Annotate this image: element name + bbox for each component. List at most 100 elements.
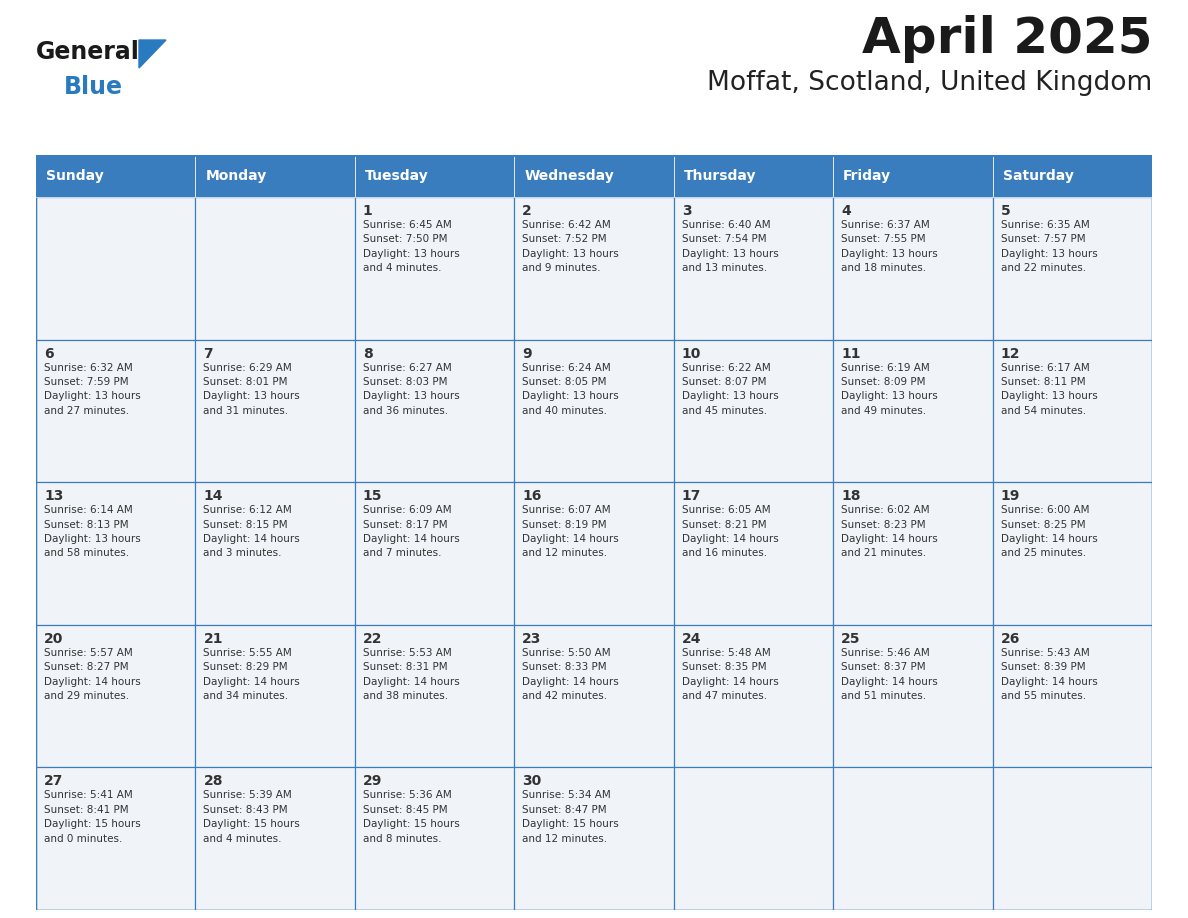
Bar bbox=[36, 155, 196, 197]
Text: Sunrise: 6:17 AM
Sunset: 8:11 PM
Daylight: 13 hours
and 54 minutes.: Sunrise: 6:17 AM Sunset: 8:11 PM Dayligh… bbox=[1000, 363, 1098, 416]
Bar bbox=[674, 197, 833, 340]
Bar bbox=[833, 625, 992, 767]
Text: Sunrise: 6:32 AM
Sunset: 7:59 PM
Daylight: 13 hours
and 27 minutes.: Sunrise: 6:32 AM Sunset: 7:59 PM Dayligh… bbox=[44, 363, 140, 416]
Text: Sunrise: 6:42 AM
Sunset: 7:52 PM
Daylight: 13 hours
and 9 minutes.: Sunrise: 6:42 AM Sunset: 7:52 PM Dayligh… bbox=[523, 220, 619, 274]
Bar bbox=[514, 625, 674, 767]
Text: April 2025: April 2025 bbox=[861, 15, 1152, 63]
Bar bbox=[196, 767, 355, 910]
Text: 7: 7 bbox=[203, 347, 213, 361]
Text: 1: 1 bbox=[362, 204, 373, 218]
Text: Sunrise: 6:27 AM
Sunset: 8:03 PM
Daylight: 13 hours
and 36 minutes.: Sunrise: 6:27 AM Sunset: 8:03 PM Dayligh… bbox=[362, 363, 460, 416]
Bar bbox=[674, 155, 833, 197]
Text: Sunrise: 6:14 AM
Sunset: 8:13 PM
Daylight: 13 hours
and 58 minutes.: Sunrise: 6:14 AM Sunset: 8:13 PM Dayligh… bbox=[44, 505, 140, 558]
Bar bbox=[514, 482, 674, 625]
Text: Sunrise: 5:55 AM
Sunset: 8:29 PM
Daylight: 14 hours
and 34 minutes.: Sunrise: 5:55 AM Sunset: 8:29 PM Dayligh… bbox=[203, 648, 301, 701]
Text: Sunrise: 5:41 AM
Sunset: 8:41 PM
Daylight: 15 hours
and 0 minutes.: Sunrise: 5:41 AM Sunset: 8:41 PM Dayligh… bbox=[44, 790, 140, 844]
Text: Sunrise: 5:46 AM
Sunset: 8:37 PM
Daylight: 14 hours
and 51 minutes.: Sunrise: 5:46 AM Sunset: 8:37 PM Dayligh… bbox=[841, 648, 937, 701]
Bar bbox=[514, 340, 674, 482]
Bar bbox=[36, 767, 196, 910]
Text: 17: 17 bbox=[682, 489, 701, 503]
Text: Sunrise: 6:22 AM
Sunset: 8:07 PM
Daylight: 13 hours
and 45 minutes.: Sunrise: 6:22 AM Sunset: 8:07 PM Dayligh… bbox=[682, 363, 778, 416]
Text: 6: 6 bbox=[44, 347, 53, 361]
Text: 15: 15 bbox=[362, 489, 383, 503]
Text: Sunrise: 6:35 AM
Sunset: 7:57 PM
Daylight: 13 hours
and 22 minutes.: Sunrise: 6:35 AM Sunset: 7:57 PM Dayligh… bbox=[1000, 220, 1098, 274]
Bar bbox=[36, 197, 196, 340]
Text: 25: 25 bbox=[841, 632, 860, 645]
Text: Sunrise: 6:19 AM
Sunset: 8:09 PM
Daylight: 13 hours
and 49 minutes.: Sunrise: 6:19 AM Sunset: 8:09 PM Dayligh… bbox=[841, 363, 937, 416]
Text: Sunrise: 5:53 AM
Sunset: 8:31 PM
Daylight: 14 hours
and 38 minutes.: Sunrise: 5:53 AM Sunset: 8:31 PM Dayligh… bbox=[362, 648, 460, 701]
Text: Sunrise: 6:37 AM
Sunset: 7:55 PM
Daylight: 13 hours
and 18 minutes.: Sunrise: 6:37 AM Sunset: 7:55 PM Dayligh… bbox=[841, 220, 937, 274]
Text: 11: 11 bbox=[841, 347, 860, 361]
Text: Sunrise: 6:07 AM
Sunset: 8:19 PM
Daylight: 14 hours
and 12 minutes.: Sunrise: 6:07 AM Sunset: 8:19 PM Dayligh… bbox=[523, 505, 619, 558]
Text: 12: 12 bbox=[1000, 347, 1020, 361]
Text: Sunrise: 6:05 AM
Sunset: 8:21 PM
Daylight: 14 hours
and 16 minutes.: Sunrise: 6:05 AM Sunset: 8:21 PM Dayligh… bbox=[682, 505, 778, 558]
Text: Sunrise: 5:34 AM
Sunset: 8:47 PM
Daylight: 15 hours
and 12 minutes.: Sunrise: 5:34 AM Sunset: 8:47 PM Dayligh… bbox=[523, 790, 619, 844]
Text: Sunrise: 6:24 AM
Sunset: 8:05 PM
Daylight: 13 hours
and 40 minutes.: Sunrise: 6:24 AM Sunset: 8:05 PM Dayligh… bbox=[523, 363, 619, 416]
Text: Friday: Friday bbox=[843, 169, 891, 183]
Bar bbox=[992, 197, 1152, 340]
Bar bbox=[355, 625, 514, 767]
Bar bbox=[196, 340, 355, 482]
Text: 26: 26 bbox=[1000, 632, 1020, 645]
Text: Sunrise: 5:48 AM
Sunset: 8:35 PM
Daylight: 14 hours
and 47 minutes.: Sunrise: 5:48 AM Sunset: 8:35 PM Dayligh… bbox=[682, 648, 778, 701]
Bar bbox=[514, 197, 674, 340]
Text: Tuesday: Tuesday bbox=[365, 169, 429, 183]
Text: Wednesday: Wednesday bbox=[524, 169, 614, 183]
Text: Sunrise: 6:02 AM
Sunset: 8:23 PM
Daylight: 14 hours
and 21 minutes.: Sunrise: 6:02 AM Sunset: 8:23 PM Dayligh… bbox=[841, 505, 937, 558]
Polygon shape bbox=[139, 40, 166, 68]
Bar bbox=[196, 625, 355, 767]
Text: Sunrise: 6:09 AM
Sunset: 8:17 PM
Daylight: 14 hours
and 7 minutes.: Sunrise: 6:09 AM Sunset: 8:17 PM Dayligh… bbox=[362, 505, 460, 558]
Text: Sunrise: 6:12 AM
Sunset: 8:15 PM
Daylight: 14 hours
and 3 minutes.: Sunrise: 6:12 AM Sunset: 8:15 PM Dayligh… bbox=[203, 505, 301, 558]
Text: 20: 20 bbox=[44, 632, 63, 645]
Bar bbox=[196, 155, 355, 197]
Bar bbox=[36, 340, 196, 482]
Bar bbox=[992, 767, 1152, 910]
Text: 3: 3 bbox=[682, 204, 691, 218]
Text: Sunrise: 5:39 AM
Sunset: 8:43 PM
Daylight: 15 hours
and 4 minutes.: Sunrise: 5:39 AM Sunset: 8:43 PM Dayligh… bbox=[203, 790, 301, 844]
Text: Saturday: Saturday bbox=[1003, 169, 1074, 183]
Text: 9: 9 bbox=[523, 347, 532, 361]
Text: Thursday: Thursday bbox=[684, 169, 757, 183]
Bar bbox=[196, 197, 355, 340]
Text: 22: 22 bbox=[362, 632, 383, 645]
Bar bbox=[514, 767, 674, 910]
Text: 4: 4 bbox=[841, 204, 851, 218]
Text: Sunrise: 6:40 AM
Sunset: 7:54 PM
Daylight: 13 hours
and 13 minutes.: Sunrise: 6:40 AM Sunset: 7:54 PM Dayligh… bbox=[682, 220, 778, 274]
Text: Sunrise: 5:57 AM
Sunset: 8:27 PM
Daylight: 14 hours
and 29 minutes.: Sunrise: 5:57 AM Sunset: 8:27 PM Dayligh… bbox=[44, 648, 140, 701]
Text: Moffat, Scotland, United Kingdom: Moffat, Scotland, United Kingdom bbox=[707, 70, 1152, 96]
Text: Blue: Blue bbox=[64, 75, 124, 99]
Bar bbox=[36, 482, 196, 625]
Text: 19: 19 bbox=[1000, 489, 1020, 503]
Text: 29: 29 bbox=[362, 775, 383, 789]
Text: 2: 2 bbox=[523, 204, 532, 218]
Text: 28: 28 bbox=[203, 775, 223, 789]
Bar bbox=[992, 482, 1152, 625]
Text: 27: 27 bbox=[44, 775, 63, 789]
Text: 14: 14 bbox=[203, 489, 223, 503]
Text: 21: 21 bbox=[203, 632, 223, 645]
Bar bbox=[674, 767, 833, 910]
Text: 24: 24 bbox=[682, 632, 701, 645]
Text: 18: 18 bbox=[841, 489, 860, 503]
Text: Sunrise: 6:00 AM
Sunset: 8:25 PM
Daylight: 14 hours
and 25 minutes.: Sunrise: 6:00 AM Sunset: 8:25 PM Dayligh… bbox=[1000, 505, 1098, 558]
Text: 10: 10 bbox=[682, 347, 701, 361]
Text: 16: 16 bbox=[523, 489, 542, 503]
Text: 5: 5 bbox=[1000, 204, 1010, 218]
Bar bbox=[355, 155, 514, 197]
Text: Monday: Monday bbox=[206, 169, 266, 183]
Bar bbox=[355, 197, 514, 340]
Text: Sunrise: 6:45 AM
Sunset: 7:50 PM
Daylight: 13 hours
and 4 minutes.: Sunrise: 6:45 AM Sunset: 7:50 PM Dayligh… bbox=[362, 220, 460, 274]
Bar bbox=[992, 340, 1152, 482]
Bar bbox=[992, 625, 1152, 767]
Text: General: General bbox=[36, 40, 140, 64]
Text: Sunrise: 5:50 AM
Sunset: 8:33 PM
Daylight: 14 hours
and 42 minutes.: Sunrise: 5:50 AM Sunset: 8:33 PM Dayligh… bbox=[523, 648, 619, 701]
Bar bbox=[196, 482, 355, 625]
Bar bbox=[36, 625, 196, 767]
Bar bbox=[355, 340, 514, 482]
Bar bbox=[833, 155, 992, 197]
Bar bbox=[833, 482, 992, 625]
Bar bbox=[833, 197, 992, 340]
Text: 8: 8 bbox=[362, 347, 373, 361]
Bar bbox=[674, 482, 833, 625]
Text: Sunday: Sunday bbox=[46, 169, 103, 183]
